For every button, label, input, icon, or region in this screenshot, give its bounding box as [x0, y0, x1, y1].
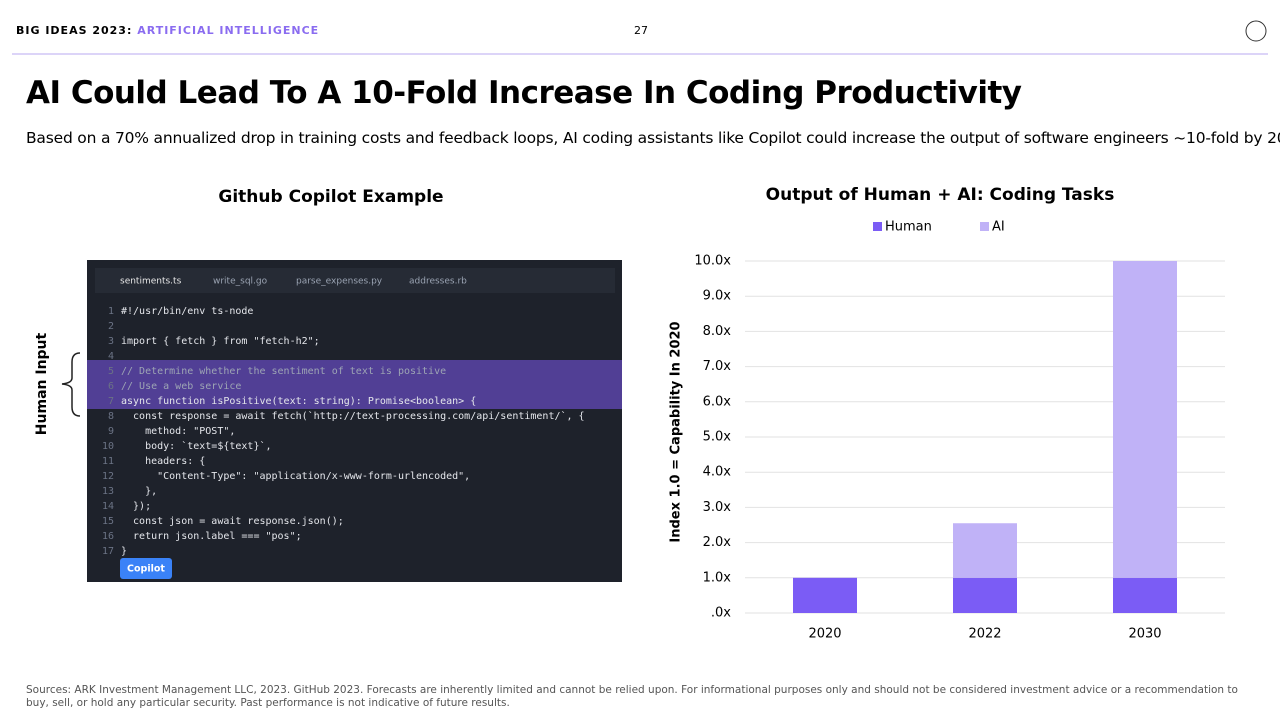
line-number: 10 [102, 441, 114, 452]
code-panel [87, 260, 622, 582]
legend-label: AI [992, 220, 1005, 235]
code-line: body: `text=${text}`, [121, 440, 272, 452]
code-line: }); [121, 501, 151, 512]
bracket [61, 352, 81, 417]
code-line: import { fetch } from "fetch-h2"; [121, 336, 320, 347]
y-tick-label: 2.0x [703, 535, 732, 550]
code-line: } [121, 546, 127, 557]
legend-swatch [980, 222, 989, 231]
line-number: 2 [108, 321, 114, 332]
bar-segment [793, 577, 857, 613]
code-line: method: "POST", [121, 426, 235, 437]
y-tick-label: 6.0x [703, 394, 732, 409]
y-tick-label: 1.0x [703, 570, 732, 585]
tab: addresses.rb [409, 277, 467, 287]
tab: sentiments.ts [120, 277, 182, 287]
example-title: Github Copilot Example [218, 187, 443, 207]
line-number: 5 [108, 366, 114, 377]
y-tick-label: .0x [711, 606, 731, 621]
x-tick-label: 2022 [968, 627, 1001, 642]
tab-bar [95, 268, 615, 293]
topic: ARTIFICIAL INTELLIGENCE [137, 24, 320, 37]
line-number: 13 [102, 486, 114, 497]
legend-swatch [873, 222, 882, 231]
code-line: }, [121, 486, 157, 497]
chart-title: Output of Human + AI: Coding Tasks [766, 185, 1115, 205]
tab: write_sql.go [213, 277, 268, 287]
line-number: 6 [108, 381, 114, 392]
y-tick-label: 9.0x [703, 289, 732, 304]
copilot-button[interactable] [120, 558, 172, 579]
highlight [87, 360, 622, 409]
logo [1245, 20, 1267, 42]
subtitle: Based on a 70% annualized drop in traini… [26, 129, 1280, 147]
x-tick-label: 2020 [808, 627, 841, 642]
y-tick-label: 3.0x [703, 500, 732, 515]
page-number: 27 [634, 24, 648, 37]
code-line: headers: { [121, 456, 205, 467]
y-tick-label: 8.0x [703, 324, 732, 339]
code-line: async function isPositive(text: string):… [121, 396, 476, 407]
bar-segment [953, 577, 1017, 613]
y-tick-label: 10.0x [694, 254, 731, 269]
line-number: 4 [108, 351, 114, 362]
slide-title: AI Could Lead To A 10-Fold Increase In C… [26, 75, 1022, 111]
code-line: const json = await response.json(); [121, 516, 344, 527]
line-number: 8 [108, 411, 114, 422]
y-tick-label: 7.0x [703, 359, 732, 374]
x-tick-label: 2030 [1128, 627, 1161, 642]
tab: parse_expenses.py [296, 277, 383, 287]
legend-label: Human [885, 220, 932, 235]
line-number: 12 [102, 471, 114, 482]
bar-segment [1113, 261, 1177, 578]
code-line: // Determine whether the sentiment of te… [121, 366, 446, 377]
y-tick-label: 5.0x [703, 430, 732, 445]
side-label: Human Input [34, 332, 50, 435]
code-line: return json.label === "pos"; [121, 531, 302, 542]
line-number: 9 [108, 426, 114, 437]
line-number: 15 [102, 516, 114, 527]
line-number: 17 [102, 546, 114, 557]
header: BIG IDEAS 2023: ARTIFICIAL INTELLIGENCE [16, 24, 319, 37]
line-number: 1 [108, 306, 114, 317]
code-line: "Content-Type": "application/x-www-form-… [121, 471, 470, 482]
bar-segment [953, 523, 1017, 578]
line-number: 16 [102, 531, 114, 542]
y-axis-label: Index 1.0 = Capability In 2020 [669, 321, 684, 542]
bar-segment [1113, 577, 1177, 613]
line-number: 11 [102, 456, 114, 467]
line-number: 14 [102, 501, 114, 512]
button-label: Copilot [127, 564, 165, 575]
line-number: 3 [108, 336, 114, 347]
y-tick-label: 4.0x [703, 465, 732, 480]
footer: Sources: ARK Investment Management LLC, … [26, 684, 1238, 709]
line-number: 7 [108, 396, 114, 407]
series-name: BIG IDEAS 2023: [16, 24, 133, 37]
code-line: const response = await fetch(`http://tex… [121, 410, 585, 422]
code-line: #!/usr/bin/env ts-node [121, 306, 253, 317]
code-line: // Use a web service [121, 381, 241, 392]
